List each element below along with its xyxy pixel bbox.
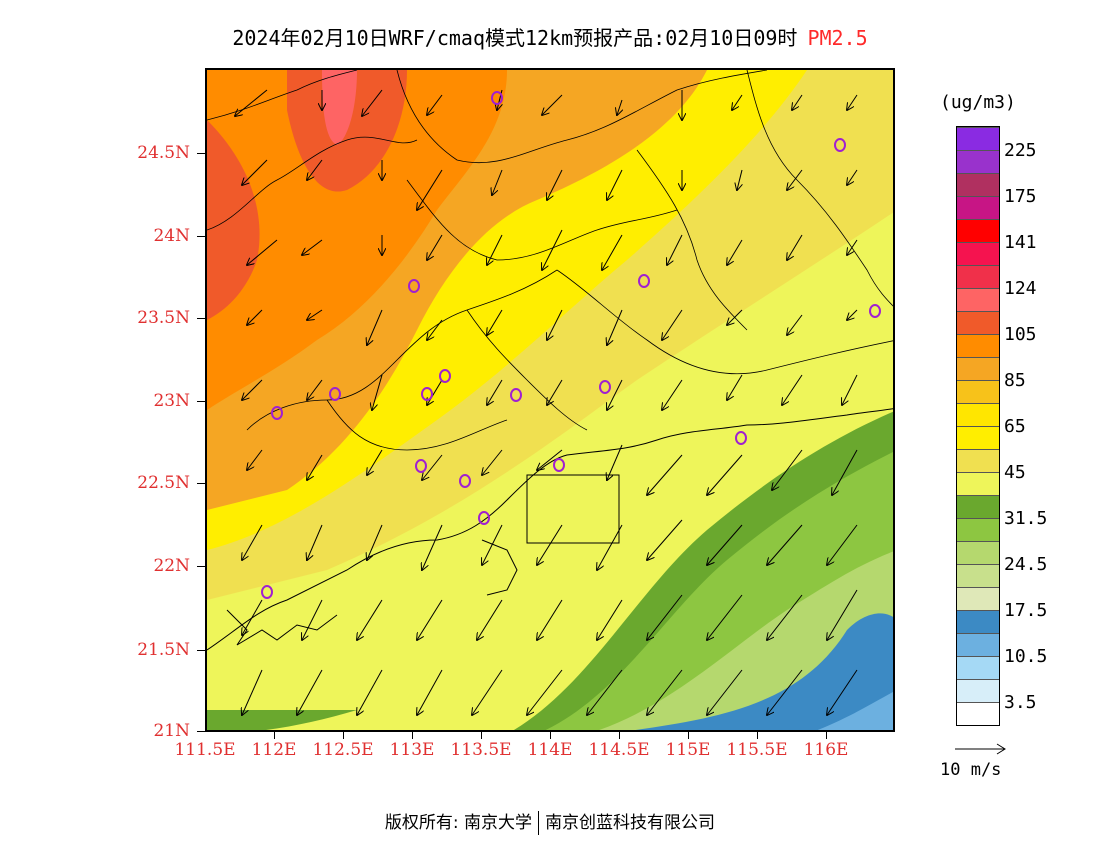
- y-label-24N: 24N: [153, 226, 190, 246]
- x-label-114E: 114E: [527, 740, 573, 760]
- field-124: [322, 70, 357, 145]
- y-label-22N: 22N: [153, 556, 190, 576]
- field-105: [207, 70, 507, 410]
- legend-swatch: [957, 380, 999, 403]
- legend-swatch: [957, 150, 999, 173]
- x-label-112E: 112E: [251, 740, 297, 760]
- legend-swatch: [957, 518, 999, 541]
- y-tick: [197, 153, 205, 154]
- legend-swatch: [957, 541, 999, 564]
- legend-swatch: [957, 449, 999, 472]
- legend-swatch: [957, 564, 999, 587]
- legend-label: 45: [1004, 462, 1026, 483]
- coastline: [207, 408, 893, 651]
- wind-reference-arrow: [955, 743, 1006, 755]
- wind-vectors: [235, 89, 858, 715]
- y-tick: [197, 318, 205, 319]
- legend-label: 175: [1004, 186, 1037, 207]
- legend-swatch: [957, 495, 999, 518]
- legend-swatch: [957, 610, 999, 633]
- legend-swatch: [957, 173, 999, 196]
- copyright-company: 南京创蓝科技有限公司: [545, 813, 716, 833]
- legend-label: 141: [1004, 232, 1037, 253]
- legend-swatch: [957, 265, 999, 288]
- x-tick: [412, 732, 413, 739]
- legend-label: 24.5: [1004, 554, 1048, 575]
- legend-label: 17.5: [1004, 600, 1048, 621]
- copyright: 版权所有: 南京大学 南京创蓝科技有限公司: [0, 808, 1100, 835]
- legend-swatch: [957, 311, 999, 334]
- legend-swatch: [957, 679, 999, 702]
- field-105b: [207, 120, 260, 320]
- title-main: 2024年02月10日WRF/cmaq模式12km预报产品:02月10日09时: [232, 26, 798, 50]
- y-label-21N: 21N: [153, 721, 190, 741]
- x-label-116E: 116E: [803, 740, 849, 760]
- legend-swatch: [957, 633, 999, 656]
- y-tick: [197, 650, 205, 651]
- x-tick: [619, 732, 620, 739]
- y-tick: [197, 731, 205, 732]
- x-label-113.5E: 113.5E: [450, 740, 512, 760]
- y-tick: [197, 566, 205, 567]
- legend-label: 105: [1004, 324, 1037, 345]
- legend-swatch: [957, 403, 999, 426]
- legend-swatch: [957, 242, 999, 265]
- x-tick: [757, 732, 758, 739]
- y-label-24.5N: 24.5N: [137, 143, 190, 163]
- legend-label: 10.5: [1004, 646, 1048, 667]
- y-tick: [197, 483, 205, 484]
- y-label-22.5N: 22.5N: [137, 473, 190, 493]
- legend-swatch: [957, 288, 999, 311]
- legend-swatch: [957, 656, 999, 679]
- province-boundaries: [207, 70, 893, 451]
- legend-swatch: [957, 702, 999, 725]
- color-legend: [956, 126, 1000, 726]
- x-tick: [550, 732, 551, 739]
- y-label-21.5N: 21.5N: [137, 640, 190, 660]
- copyright-divider: [538, 811, 540, 835]
- legend-swatch: [957, 334, 999, 357]
- legend-unit: (ug/m3): [940, 92, 1016, 113]
- y-label-23.5N: 23.5N: [137, 308, 190, 328]
- legend-swatch: [957, 196, 999, 219]
- field-10: [635, 613, 893, 730]
- legend-swatch: [957, 426, 999, 449]
- forecast-map: [205, 68, 895, 732]
- x-tick: [481, 732, 482, 739]
- wind-reference-label: 10 m/s: [940, 760, 1002, 780]
- title-species: PM2.5: [807, 26, 868, 50]
- legend-swatch: [957, 472, 999, 495]
- legend-swatch: [957, 587, 999, 610]
- x-tick: [826, 732, 827, 739]
- map-canvas: [207, 70, 893, 730]
- station-markers: [261, 91, 881, 599]
- y-label-23N: 23N: [153, 391, 190, 411]
- x-label-112.5E: 112.5E: [312, 740, 374, 760]
- legend-label: 31.5: [1004, 508, 1048, 529]
- x-label-115E: 115E: [665, 740, 711, 760]
- y-tick: [197, 236, 205, 237]
- x-label-111.5E: 111.5E: [174, 740, 236, 760]
- legend-swatch: [957, 357, 999, 380]
- legend-label: 65: [1004, 416, 1026, 437]
- legend-swatch: [957, 127, 999, 150]
- x-label-114.5E: 114.5E: [588, 740, 650, 760]
- legend-label: 85: [1004, 370, 1026, 391]
- legend-swatch: [957, 219, 999, 242]
- x-label-113E: 113E: [389, 740, 435, 760]
- y-tick: [197, 401, 205, 402]
- chart-title: 2024年02月10日WRF/cmaq模式12km预报产品:02月10日09时 P…: [0, 22, 1100, 51]
- copyright-owner: 版权所有: 南京大学: [384, 813, 533, 833]
- x-label-115.5E: 115.5E: [726, 740, 788, 760]
- legend-label: 3.5: [1004, 692, 1037, 713]
- x-tick: [343, 732, 344, 739]
- legend-label: 225: [1004, 140, 1037, 161]
- x-tick: [274, 732, 275, 739]
- legend-label: 124: [1004, 278, 1037, 299]
- field-10b: [817, 692, 893, 730]
- x-tick: [688, 732, 689, 739]
